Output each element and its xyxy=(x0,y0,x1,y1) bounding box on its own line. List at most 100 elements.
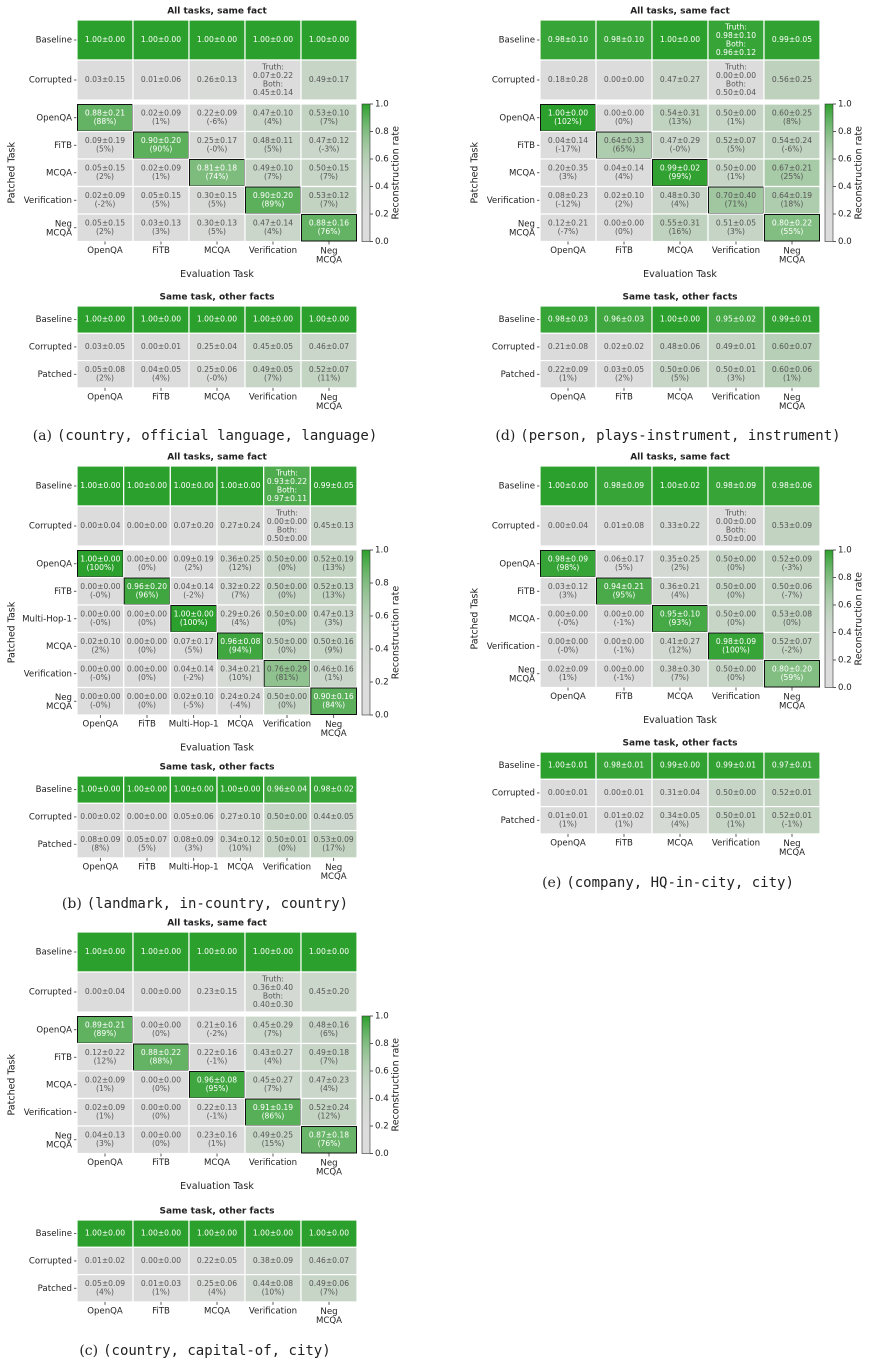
cell-label-line: 0.31±0.04 xyxy=(660,788,700,797)
cell-label: 0.22±0.13 (-1%) xyxy=(197,1103,237,1121)
cell-label-line: 0.47±0.23 xyxy=(309,1076,349,1085)
y-tick-label: FiTB xyxy=(517,141,535,151)
cell-label-line: 0.50±0.15 xyxy=(309,164,349,173)
x-tick-label: OpenQA xyxy=(87,1158,123,1168)
heatmap-cell xyxy=(651,576,709,606)
cell-label-line: 0.60±0.07 xyxy=(772,342,812,351)
heatmap-cell xyxy=(300,158,358,188)
cell-label: 0.22±0.09 (-6%) xyxy=(197,109,237,127)
cell-label-line: 0.47±0.27 xyxy=(660,75,700,84)
chart-title: All tasks, same fact xyxy=(630,7,730,17)
x-tick-label-line: MCQA xyxy=(779,847,805,857)
cell-label: 0.29±0.26 (4%) xyxy=(220,610,260,628)
cell-label-line: Truth: xyxy=(261,974,284,983)
cell-label-line: 0.43±0.27 xyxy=(253,1048,293,1057)
x-tick-label: Verification xyxy=(249,392,297,402)
cell-label: 0.50±0.00 (0%) xyxy=(716,582,756,600)
cell-label: 0.91±0.19 (86%) xyxy=(253,1103,293,1121)
colorbar-tick-label: 0.8 xyxy=(375,127,389,137)
cell-label-line: 0.00±0.00 xyxy=(141,1103,181,1112)
chart-title: Same task, other facts xyxy=(623,739,738,749)
cell-label-line: 0.47±0.29 xyxy=(660,136,700,145)
cell-label: 0.03±0.13 (3%) xyxy=(141,219,181,237)
caption: (c) (country, capital-of, city) xyxy=(79,1343,330,1359)
cell-label-line: 0.00±0.00 xyxy=(141,1256,181,1265)
heatmap-cell xyxy=(123,505,171,547)
chart-title: All tasks, same fact xyxy=(167,453,267,463)
chart-title: Same task, other facts xyxy=(160,763,275,773)
heatmap-cell xyxy=(244,971,302,1013)
cell-label-line: 0.88±0.16 xyxy=(309,219,349,228)
cell-label-line: 0.04±0.05 xyxy=(141,365,181,374)
cell-label-line: (5%) xyxy=(96,145,114,154)
y-axis-label: Patched Task xyxy=(470,142,481,204)
cell-label: 0.24±0.24 (-4%) xyxy=(220,692,260,710)
colorbar-tick-label: 1.0 xyxy=(838,100,852,110)
x-tick-label: MCQA xyxy=(667,692,693,702)
cell-label: 0.00±0.04 xyxy=(80,521,120,530)
heatmap-cell xyxy=(539,805,597,835)
cell-label-line: 0.29±0.26 xyxy=(220,610,260,619)
cell-label-line: 0.98±0.09 xyxy=(548,555,588,564)
cell-label-line: 0.07±0.22 xyxy=(253,71,293,80)
cell-label: 0.47±0.23 (4%) xyxy=(309,1076,349,1094)
heatmap-cell xyxy=(707,778,765,808)
x-axis-label: Evaluation Task xyxy=(180,743,254,754)
cell-label: 1.00±0.00 xyxy=(197,947,237,956)
cell-label: 0.60±0.07 xyxy=(772,342,812,351)
cell-label-line: (-17%) xyxy=(555,145,581,154)
cell-label: 0.53±0.09 (17%) xyxy=(314,835,354,853)
y-axis-label: Patched Task xyxy=(7,142,18,204)
heatmap-cell xyxy=(707,332,765,362)
cell-label-line: 0.41±0.27 xyxy=(660,637,700,646)
chart-title: Same task, other facts xyxy=(623,293,738,303)
cell-label-line: (0%) xyxy=(278,844,296,853)
cell-label-line: (7%) xyxy=(264,1084,282,1093)
heatmap-cell xyxy=(539,213,597,243)
heatmap-cell xyxy=(707,305,765,334)
cell-label: 0.47±0.12 (-3%) xyxy=(309,136,349,154)
cell-label-line: 1.00±0.00 xyxy=(197,315,237,324)
x-tick-label: MCQA xyxy=(227,862,253,872)
cell-label-line: 0.00±0.00 xyxy=(267,517,307,526)
cell-label-line: 0.02±0.02 xyxy=(604,342,644,351)
y-tick-label-line: Neg xyxy=(55,219,72,229)
cell-label: 0.04±0.14 (-17%) xyxy=(548,136,588,154)
x-tick-label: MCQA xyxy=(204,392,230,402)
cell-label-line: 0.99±0.05 xyxy=(772,35,812,44)
heatmap-cell xyxy=(300,1070,358,1100)
heatmap-cell xyxy=(169,659,218,689)
x-tick-label: MCQA xyxy=(667,246,693,256)
heatmap-cell xyxy=(216,659,265,689)
cell-label-line: 0.23±0.15 xyxy=(197,987,237,996)
cell-label: 1.00±0.00 xyxy=(127,785,167,794)
cell-label-line: 0.40±0.30 xyxy=(253,1000,293,1009)
cell-label-line: 0.96±0.03 xyxy=(604,315,644,324)
cell-label-line: (-7%) xyxy=(558,227,579,236)
cell-label-line: 0.01±0.02 xyxy=(85,1256,125,1265)
heatmap-cell xyxy=(263,775,311,804)
heatmap-cell xyxy=(539,305,597,334)
cell-label: 0.48±0.11 (5%) xyxy=(253,136,293,154)
cell-label: 0.47±0.27 xyxy=(660,75,700,84)
y-tick-label: Patched xyxy=(38,840,72,850)
cell-label-line: 0.00±0.00 xyxy=(127,665,167,674)
cell-label-line: (0%) xyxy=(615,227,633,236)
cell-label-line: 1.00±0.00 xyxy=(85,35,125,44)
y-tick-label: FiTB xyxy=(54,141,72,151)
cell-label-line: (5%) xyxy=(208,200,226,209)
x-tick-label: Neg MCQA xyxy=(779,838,805,857)
colorbar-tick-label: 0.6 xyxy=(375,155,389,165)
cell-label: 0.46±0.16 (1%) xyxy=(314,665,354,683)
x-tick-label-line: MCQA xyxy=(316,401,342,411)
x-tick-label: Neg MCQA xyxy=(316,1306,342,1325)
cell-label: 0.00±0.00 (0%) xyxy=(141,1103,181,1121)
y-tick-label: Corrupted xyxy=(492,788,535,798)
cell-label-line: (-6%) xyxy=(207,117,228,126)
heatmap-cell xyxy=(216,576,265,606)
heatmap-cell xyxy=(188,1015,246,1045)
cell-label: 0.60±0.06 (1%) xyxy=(772,365,812,383)
cell-label-line: (-1%) xyxy=(782,820,803,829)
cell-label-line: 1.00±0.00 xyxy=(253,315,293,324)
cell-label: 0.00±0.00 (0%) xyxy=(127,692,167,710)
